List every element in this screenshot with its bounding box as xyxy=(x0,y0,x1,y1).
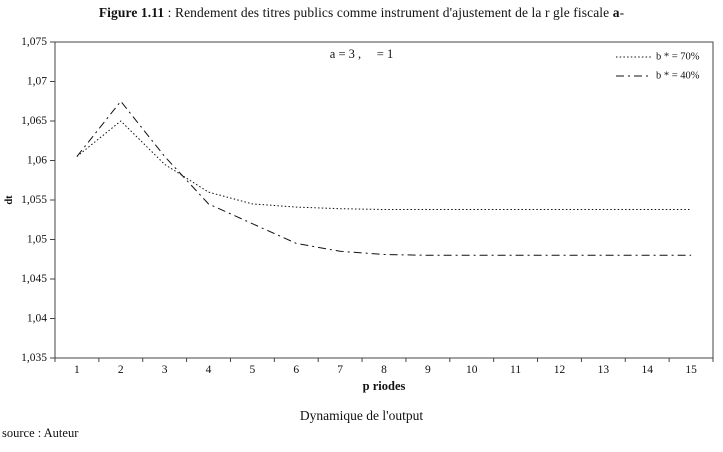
y-tick-label: 1,04 xyxy=(27,313,47,325)
x-tick-label: 15 xyxy=(685,364,697,376)
series-line-1 xyxy=(76,100,692,256)
x-tick-label: 5 xyxy=(250,364,256,376)
legend-label-0: b * = 70% xyxy=(656,52,700,63)
figure-title: Figure 1.11 : Rendement des titres publi… xyxy=(0,5,723,21)
x-tick-label: 3 xyxy=(162,364,168,376)
y-tick-label: 1,075 xyxy=(21,36,47,48)
x-tick-label: 7 xyxy=(337,364,343,376)
y-tick-label: 1,035 xyxy=(21,352,47,364)
x-tick-label: 13 xyxy=(598,364,610,376)
y-tick-label: 1,06 xyxy=(27,155,47,167)
x-tick-label: 10 xyxy=(466,364,478,376)
x-tick-label: 12 xyxy=(554,364,566,376)
x-tick-label: 8 xyxy=(381,364,387,376)
y-axis-title: dt xyxy=(4,195,15,205)
figure-number: Figure 1.11 xyxy=(98,5,165,20)
x-tick-label: 1 xyxy=(74,364,80,376)
x-tick-label: 14 xyxy=(641,364,653,376)
chart-caption: Dynamique de l'output xyxy=(299,408,424,423)
series-line-0 xyxy=(76,120,692,210)
figure-title-alpha: a xyxy=(612,5,620,20)
y-tick-label: 1,055 xyxy=(21,194,47,206)
y-tick-label: 1,045 xyxy=(21,273,47,285)
source-note: source : Auteur xyxy=(2,426,79,440)
y-tick-label: 1,07 xyxy=(27,76,47,88)
plot-border xyxy=(54,41,714,359)
legend-label-1: b * = 40% xyxy=(656,71,700,82)
x-tick-label: 9 xyxy=(425,364,431,376)
y-tick-label: 1,05 xyxy=(27,234,47,246)
x-tick-label: 6 xyxy=(293,364,299,376)
x-tick-label: 11 xyxy=(510,364,521,376)
chart-annotation: a = 3 , = 1 xyxy=(329,47,394,61)
y-tick-label: 1,065 xyxy=(21,115,47,127)
figure-title-dash: - xyxy=(619,5,625,20)
figure-title-text: : Rendement des titres publics comme ins… xyxy=(164,5,613,20)
x-axis-title: p riodes xyxy=(363,379,406,393)
x-tick-label: 2 xyxy=(118,364,124,376)
x-tick-label: 4 xyxy=(206,364,212,376)
